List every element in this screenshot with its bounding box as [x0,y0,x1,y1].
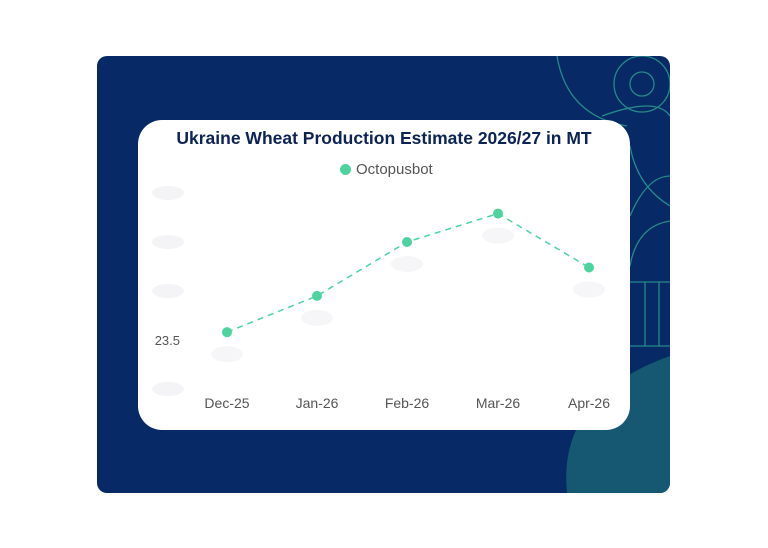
data-label-blurred [573,281,605,298]
y-tick-label: 23.5 [155,333,180,348]
data-label-blurred [391,256,423,272]
legend-label: Octopusbot [356,161,433,178]
x-tick-label: Jan-26 [296,395,339,411]
y-tick-blurred [152,284,184,298]
y-tick-blurred [152,382,184,396]
data-point [584,262,594,273]
series-line [226,212,590,333]
data-label-blurred [211,346,243,363]
data-point [402,237,412,247]
data-label-blurred [301,309,333,326]
data-point [222,327,232,338]
x-tick-label: Mar-26 [476,395,521,411]
y-tick-blurred [152,186,184,200]
data-label-blurred [482,227,514,244]
x-tick-label: Apr-26 [568,395,610,411]
chart-title: Ukraine Wheat Production Estimate 2026/2… [176,128,592,148]
x-tick-label: Dec-25 [204,395,249,411]
legend: Octopusbot [340,161,433,178]
legend-marker [340,164,351,175]
y-tick-blurred [152,235,184,249]
data-point [312,290,322,301]
x-tick-label: Feb-26 [385,395,430,411]
data-point [493,208,503,219]
chart-card [138,120,630,430]
